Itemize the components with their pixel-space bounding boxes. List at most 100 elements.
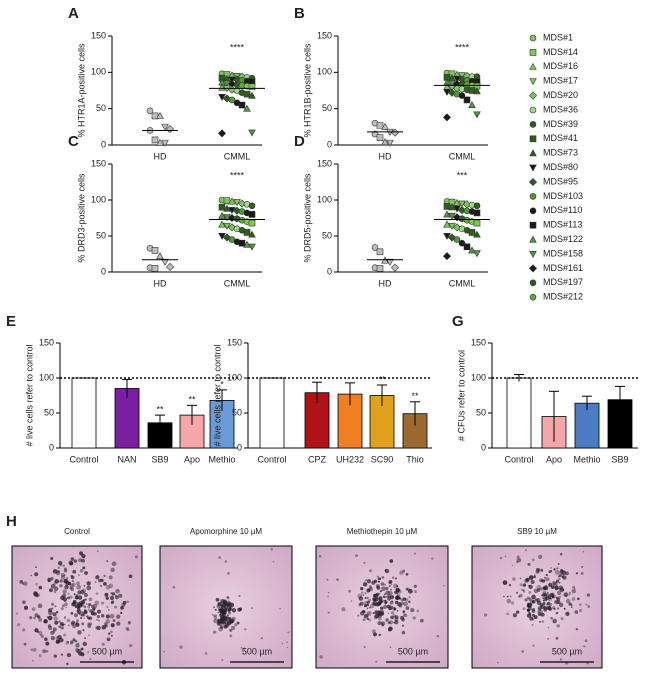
cell bbox=[74, 595, 79, 600]
cell bbox=[87, 605, 91, 609]
cell bbox=[59, 579, 63, 583]
cell bbox=[44, 637, 48, 642]
error-bar bbox=[582, 395, 592, 411]
cell bbox=[516, 555, 520, 559]
cell bbox=[541, 620, 545, 623]
cell bbox=[50, 557, 54, 560]
cell bbox=[516, 610, 520, 614]
cell bbox=[103, 574, 106, 578]
cell bbox=[431, 557, 434, 560]
cell bbox=[53, 581, 57, 585]
cell bbox=[228, 606, 233, 612]
cell bbox=[87, 651, 90, 654]
cell bbox=[546, 606, 551, 610]
cell bbox=[579, 609, 583, 613]
data-point bbox=[376, 248, 384, 256]
cell bbox=[377, 580, 380, 583]
y-tick-label: 150 bbox=[91, 30, 106, 40]
cell bbox=[213, 606, 215, 609]
cell bbox=[76, 584, 82, 590]
cell bbox=[546, 591, 549, 594]
legend-label: MDS#41 bbox=[543, 133, 578, 143]
significance: **** bbox=[230, 170, 245, 180]
cell bbox=[374, 610, 379, 615]
cell bbox=[213, 616, 218, 620]
data-point bbox=[218, 220, 226, 228]
cell bbox=[502, 580, 508, 585]
cell bbox=[61, 639, 64, 642]
x-tick-label: SB9 bbox=[151, 454, 168, 464]
cell bbox=[29, 616, 33, 620]
cell bbox=[578, 603, 582, 607]
y-tick-label: 50 bbox=[322, 230, 332, 240]
cell bbox=[19, 580, 24, 584]
cell bbox=[108, 583, 114, 589]
data-point bbox=[473, 219, 481, 227]
data-point bbox=[151, 265, 159, 272]
cell bbox=[69, 561, 74, 566]
cell bbox=[318, 554, 322, 558]
cell bbox=[391, 576, 395, 579]
significance: *** bbox=[457, 170, 468, 180]
cell bbox=[223, 607, 228, 613]
cell bbox=[327, 595, 330, 598]
cell bbox=[223, 605, 229, 610]
y-tick-label: 150 bbox=[471, 337, 486, 347]
data-point bbox=[228, 96, 236, 104]
cell bbox=[116, 621, 121, 626]
data-point bbox=[243, 90, 251, 98]
cell bbox=[545, 584, 547, 587]
cell bbox=[22, 600, 26, 605]
cell bbox=[93, 603, 98, 609]
cell bbox=[396, 592, 399, 595]
legend-label: MDS#103 bbox=[543, 191, 583, 201]
cell bbox=[227, 572, 230, 575]
cell bbox=[584, 639, 588, 643]
cell bbox=[38, 585, 43, 590]
cell bbox=[281, 642, 284, 645]
y-tick-label: 50 bbox=[96, 103, 106, 113]
cell bbox=[53, 616, 58, 621]
cell bbox=[61, 604, 65, 608]
cell bbox=[129, 644, 133, 648]
cell bbox=[57, 561, 63, 566]
cell bbox=[217, 619, 220, 622]
cell bbox=[524, 549, 527, 552]
cell bbox=[395, 588, 400, 593]
x-tick-label: HD bbox=[154, 278, 167, 288]
cell bbox=[87, 624, 92, 629]
data-point bbox=[156, 252, 164, 260]
cell bbox=[110, 630, 113, 634]
cell bbox=[390, 615, 394, 620]
cell bbox=[326, 578, 329, 581]
cell bbox=[534, 598, 537, 601]
cell bbox=[366, 596, 369, 600]
cell bbox=[416, 609, 420, 613]
cell bbox=[71, 602, 76, 607]
cell bbox=[101, 625, 106, 630]
cell bbox=[392, 614, 397, 618]
error-bar bbox=[187, 404, 197, 425]
legend-label: MDS#110 bbox=[543, 205, 582, 215]
cell bbox=[108, 609, 110, 611]
data-point bbox=[448, 212, 456, 220]
cell bbox=[238, 607, 243, 611]
cell bbox=[580, 571, 584, 575]
x-tick-label: Control bbox=[69, 454, 98, 464]
cell bbox=[65, 577, 69, 580]
cell bbox=[60, 575, 66, 580]
cell bbox=[23, 642, 27, 646]
cell bbox=[238, 594, 241, 598]
cell bbox=[568, 602, 572, 606]
cell bbox=[355, 554, 358, 558]
cell bbox=[530, 579, 535, 584]
cell bbox=[558, 602, 564, 608]
cell bbox=[367, 588, 371, 592]
cell bbox=[350, 600, 353, 602]
cell bbox=[516, 591, 519, 594]
cell bbox=[84, 593, 88, 597]
significance: **** bbox=[230, 42, 245, 52]
cell bbox=[52, 569, 58, 574]
cell bbox=[499, 556, 503, 560]
cell bbox=[287, 631, 290, 634]
